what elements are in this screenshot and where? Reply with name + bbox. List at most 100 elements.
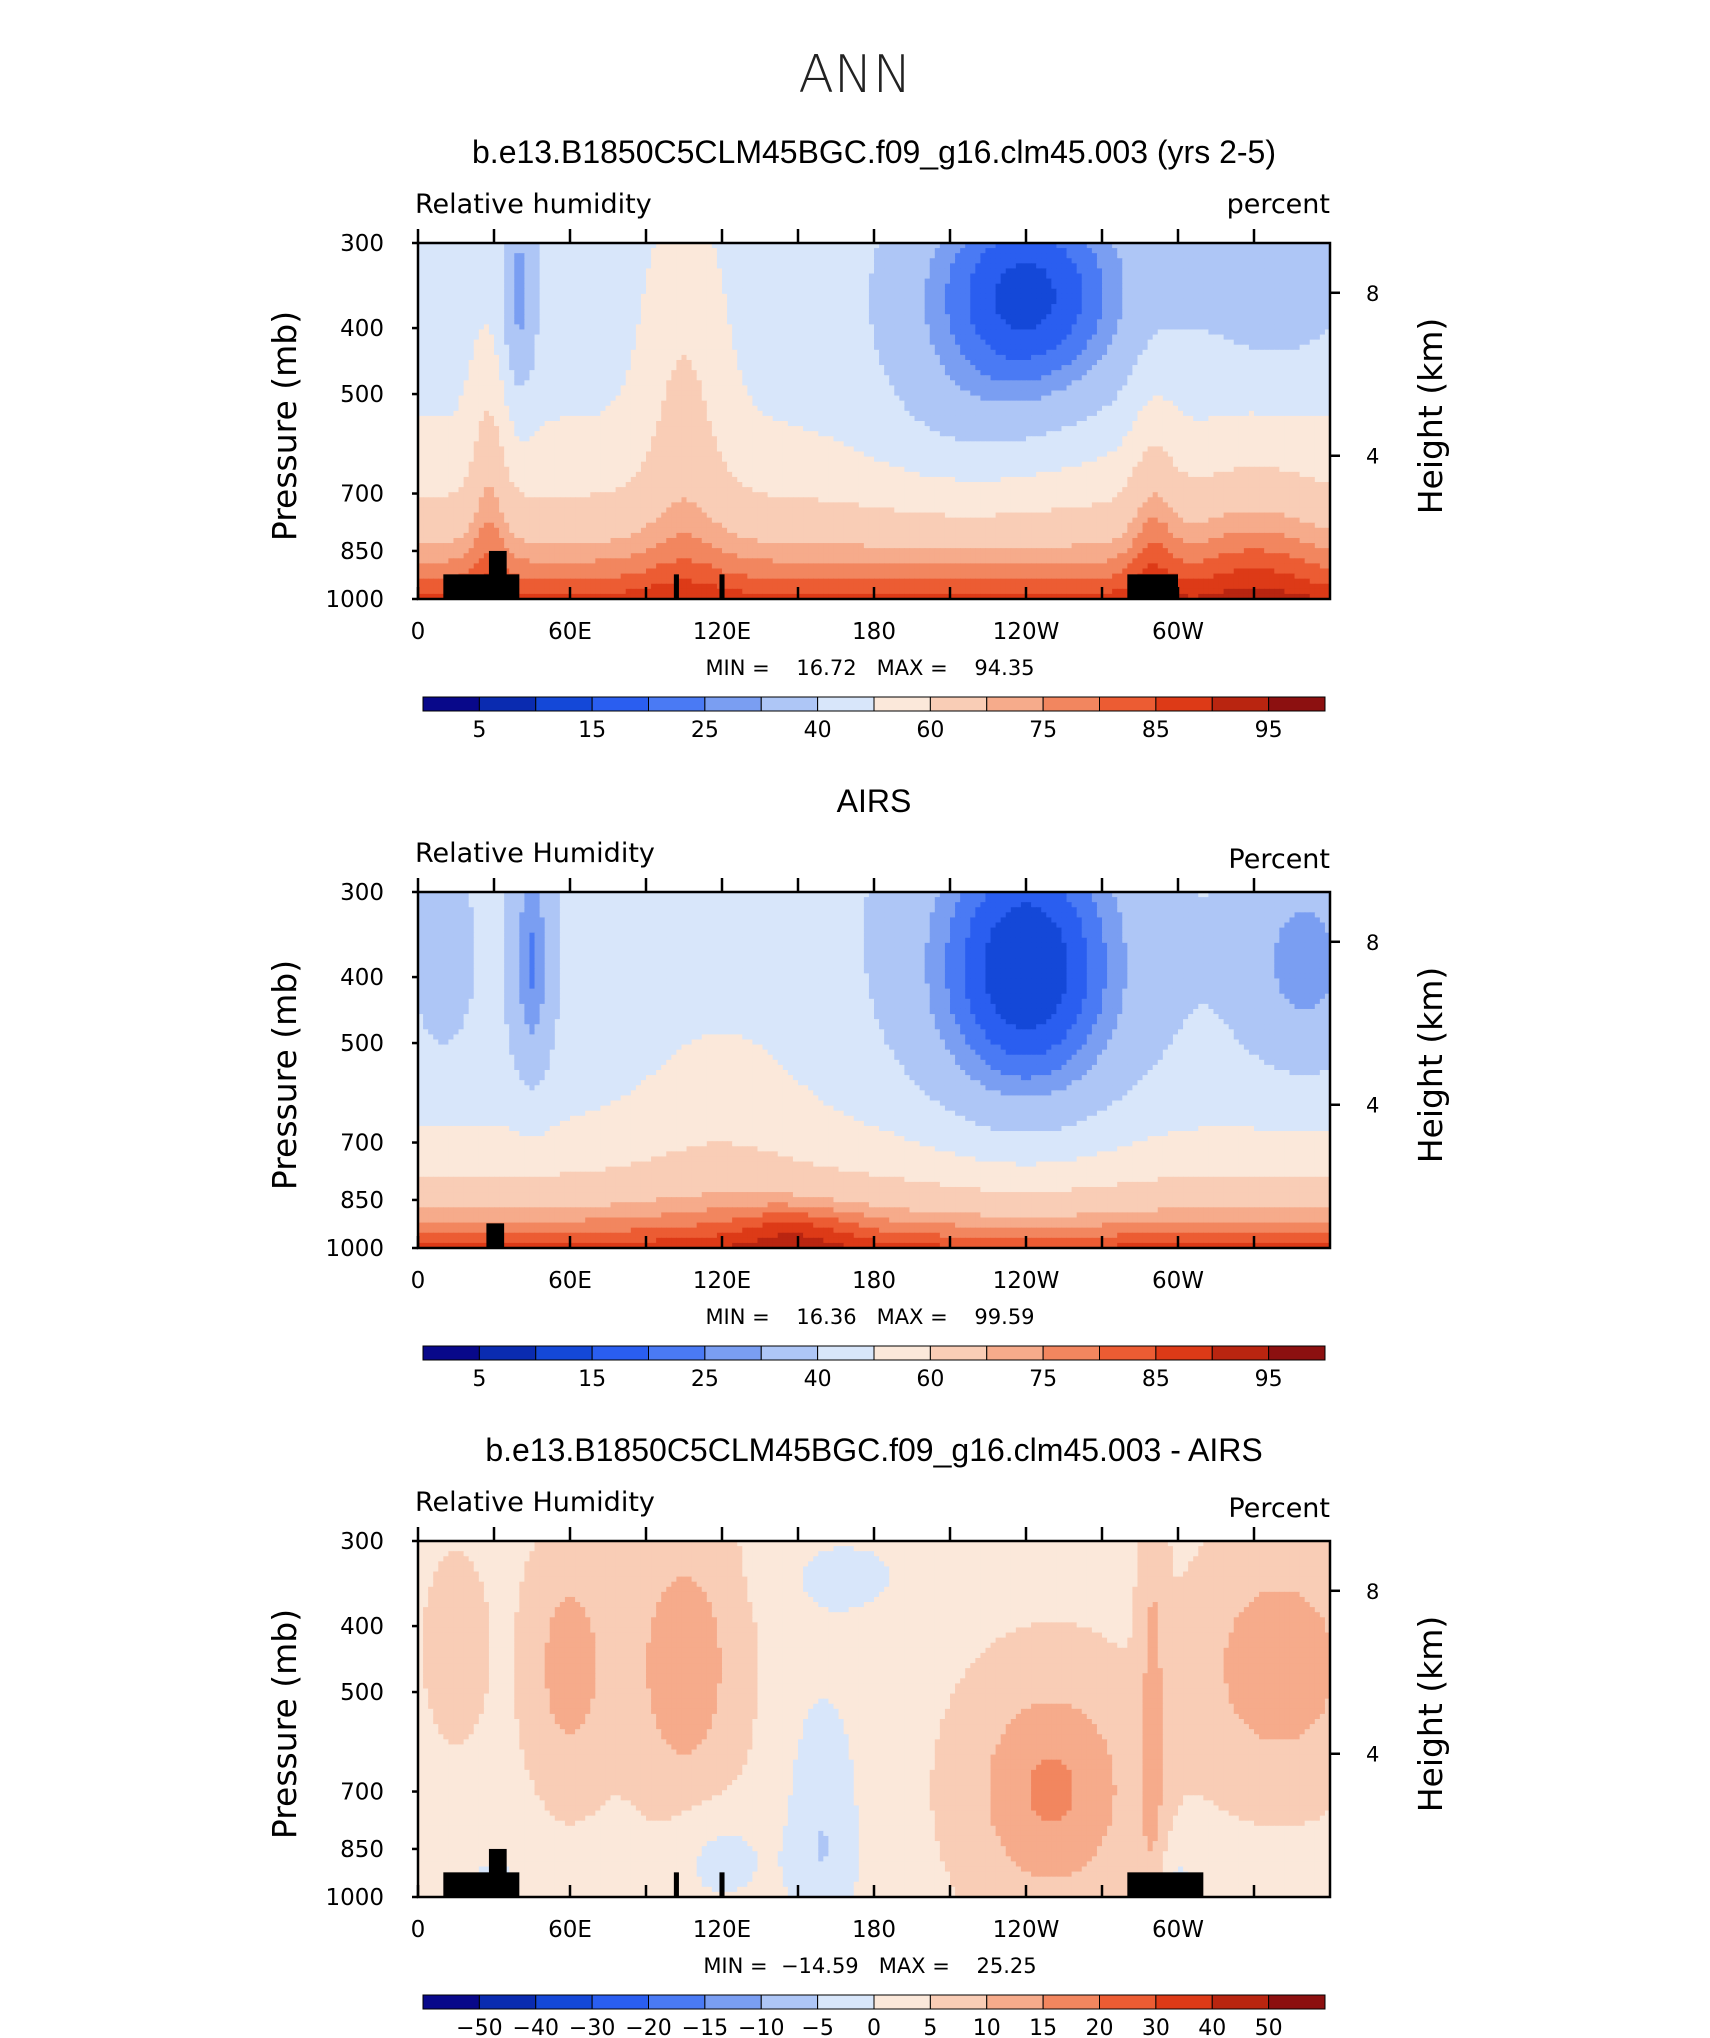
- field-cell: [828, 258, 834, 264]
- field-cell: [666, 355, 672, 361]
- field-cell: [707, 324, 713, 330]
- field-cell: [621, 268, 627, 274]
- field-cell: [737, 380, 743, 386]
- field-cell: [712, 370, 718, 376]
- field-cell: [1264, 299, 1270, 305]
- field-cell: [621, 299, 627, 305]
- field-cell: [1036, 304, 1042, 310]
- field-cell: [869, 294, 875, 300]
- field-cell: [783, 360, 789, 366]
- field-cell: [1269, 284, 1275, 290]
- field-cell: [955, 263, 961, 269]
- field-cell: [489, 268, 495, 274]
- field-cell: [535, 279, 541, 285]
- field-cell: [1021, 274, 1027, 280]
- field-cell: [1031, 299, 1037, 305]
- field-cell: [1021, 284, 1027, 290]
- field-cell: [433, 299, 439, 305]
- field-cell: [687, 370, 693, 376]
- field-cell: [626, 263, 632, 269]
- field-cell: [783, 329, 789, 335]
- field-cell: [1036, 335, 1042, 341]
- field-cell: [600, 299, 606, 305]
- field-cell: [555, 248, 561, 254]
- field-cell: [1203, 355, 1209, 361]
- field-cell: [550, 370, 556, 376]
- field-cell: [1006, 319, 1012, 325]
- field-cell: [1239, 299, 1245, 305]
- field-cell: [1249, 304, 1255, 310]
- field-cell: [747, 248, 753, 254]
- field-cell: [656, 329, 662, 335]
- field-cell: [545, 263, 551, 269]
- field-cell: [1112, 319, 1118, 325]
- field-cell: [1143, 360, 1149, 366]
- field-cell: [1001, 284, 1007, 290]
- field-cell: [631, 304, 637, 310]
- field-cell: [656, 274, 662, 280]
- field-cell: [1229, 304, 1235, 310]
- field-cell: [1188, 294, 1194, 300]
- field-cell: [1320, 299, 1326, 305]
- field-cell: [519, 248, 525, 254]
- field-cell: [1097, 365, 1103, 371]
- field-cell: [1092, 350, 1098, 356]
- field-cell: [1305, 360, 1311, 366]
- field-cell: [453, 340, 459, 346]
- field-cell: [874, 299, 880, 305]
- field-cell: [879, 304, 885, 310]
- field-cell: [1320, 268, 1326, 274]
- field-cell: [1289, 258, 1295, 264]
- field-cell: [453, 248, 459, 254]
- field-cell: [1143, 340, 1149, 346]
- field-cell: [798, 263, 804, 269]
- field-cell: [1224, 370, 1230, 376]
- field-cell: [575, 375, 581, 381]
- field-cell: [950, 304, 956, 310]
- field-cell: [899, 263, 905, 269]
- field-cell: [773, 268, 779, 274]
- field-cell: [1198, 314, 1204, 320]
- field-cell: [666, 309, 672, 315]
- field-cell: [590, 370, 596, 376]
- field-cell: [940, 355, 946, 361]
- field-cell: [1239, 253, 1245, 259]
- field-cell: [1264, 253, 1270, 259]
- field-cell: [1274, 319, 1280, 325]
- field-cell: [1234, 268, 1240, 274]
- field-cell: [940, 304, 946, 310]
- field-cell: [828, 329, 834, 335]
- field-cell: [985, 345, 991, 351]
- field-cell: [1036, 345, 1042, 351]
- field-cell: [869, 289, 875, 295]
- field-cell: [671, 335, 677, 341]
- field-cell: [1310, 263, 1316, 269]
- field-cell: [864, 375, 870, 381]
- field-cell: [1092, 360, 1098, 366]
- field-cell: [828, 360, 834, 366]
- field-cell: [757, 365, 763, 371]
- field-cell: [448, 274, 454, 280]
- field-cell: [1295, 355, 1301, 361]
- field-cell: [1274, 284, 1280, 290]
- field-cell: [798, 335, 804, 341]
- field-cell: [844, 268, 850, 274]
- field-cell: [839, 350, 845, 356]
- field-cell: [443, 370, 449, 376]
- field-cell: [636, 350, 642, 356]
- field-cell: [1087, 304, 1093, 310]
- field-cell: [945, 350, 951, 356]
- field-cell: [925, 314, 931, 320]
- field-cell: [849, 289, 855, 295]
- field-cell: [681, 268, 687, 274]
- field-cell: [955, 329, 961, 335]
- field-cell: [433, 350, 439, 356]
- field-cell: [1107, 360, 1113, 366]
- field-cell: [651, 314, 657, 320]
- field-cell: [975, 253, 981, 259]
- field-cell: [692, 350, 698, 356]
- field-cell: [1320, 365, 1326, 371]
- field-cell: [1244, 248, 1250, 254]
- field-cell: [1102, 314, 1108, 320]
- field-cell: [464, 329, 470, 335]
